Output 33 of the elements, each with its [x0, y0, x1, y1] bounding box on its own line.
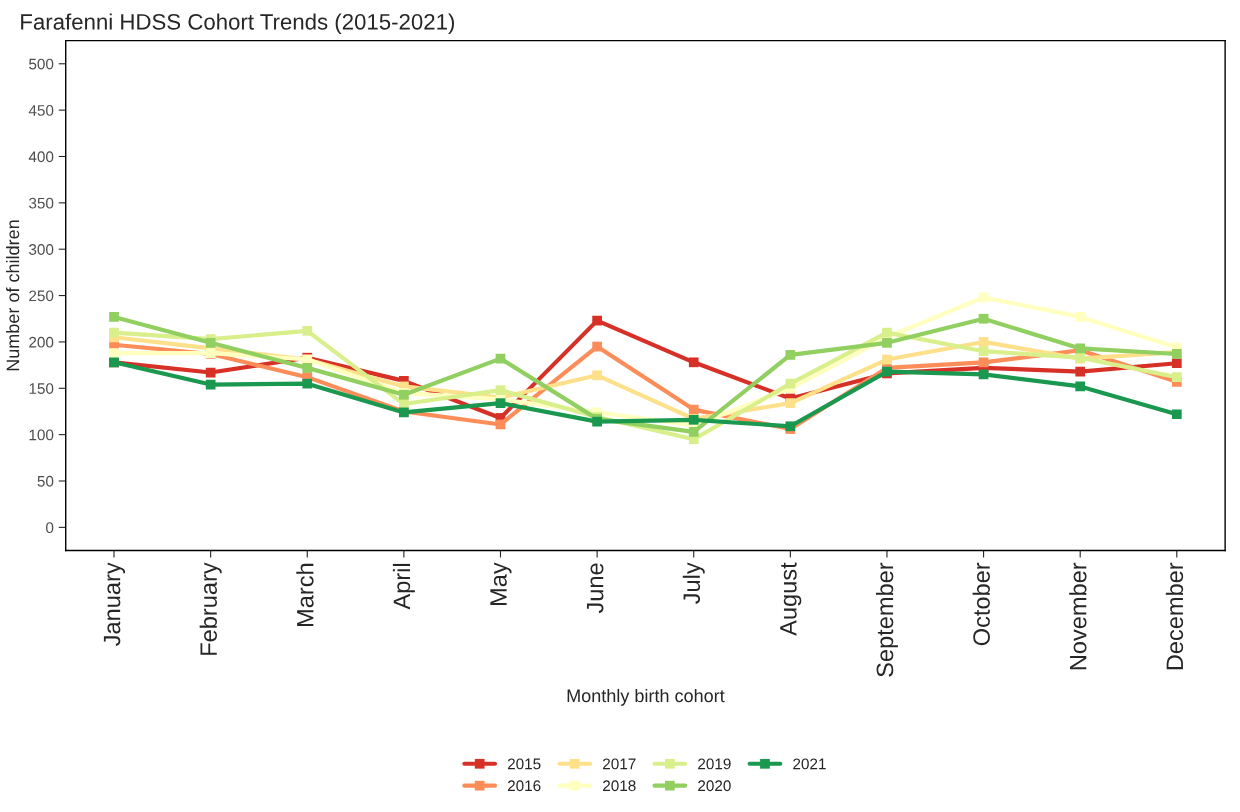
legend-label: 2021: [793, 758, 826, 770]
y-tick-label: 150: [29, 383, 54, 394]
x-tick-label: August: [780, 562, 802, 636]
legend-label: 2020: [698, 780, 731, 792]
x-tick-label: May: [490, 562, 512, 606]
y-tick-label: 350: [29, 197, 54, 209]
chart-title: Farafenni HDSS Cohort Trends (2015-2021): [21, 13, 454, 35]
legend-label: 2018: [603, 780, 636, 792]
x-axis-title: Monthly birth cohort: [567, 688, 725, 706]
legend-label: 2015: [507, 758, 541, 770]
x-tick-label: April: [392, 563, 415, 610]
y-tick-label: 250: [29, 290, 54, 302]
y-tick-label: 400: [28, 151, 54, 163]
legend-label: 2016: [507, 780, 541, 792]
y-tick-label: 100: [29, 429, 54, 441]
y-tick-label: 0: [46, 522, 54, 534]
x-tick-label: September: [875, 562, 898, 677]
y-tick-label: 200: [29, 336, 54, 348]
y-tick-label: 450: [28, 105, 54, 116]
y-axis-title: Number of children: [6, 220, 20, 371]
legend-label: 2017: [603, 758, 636, 770]
x-tick-label: March: [296, 563, 314, 626]
x-tick-label: December: [1165, 562, 1184, 670]
y-tick-label: 300: [29, 244, 54, 255]
legend-label: 2019: [698, 758, 731, 770]
x-tick-label: January: [103, 562, 126, 646]
x-tick-label: November: [1069, 562, 1087, 670]
x-tick-label: October: [972, 562, 990, 646]
y-tick-label: 50: [37, 475, 54, 487]
x-tick-label: June: [586, 563, 604, 614]
y-tick-label: 500: [29, 58, 54, 70]
x-tick-label: July: [682, 562, 705, 604]
x-tick-label: February: [199, 562, 222, 655]
